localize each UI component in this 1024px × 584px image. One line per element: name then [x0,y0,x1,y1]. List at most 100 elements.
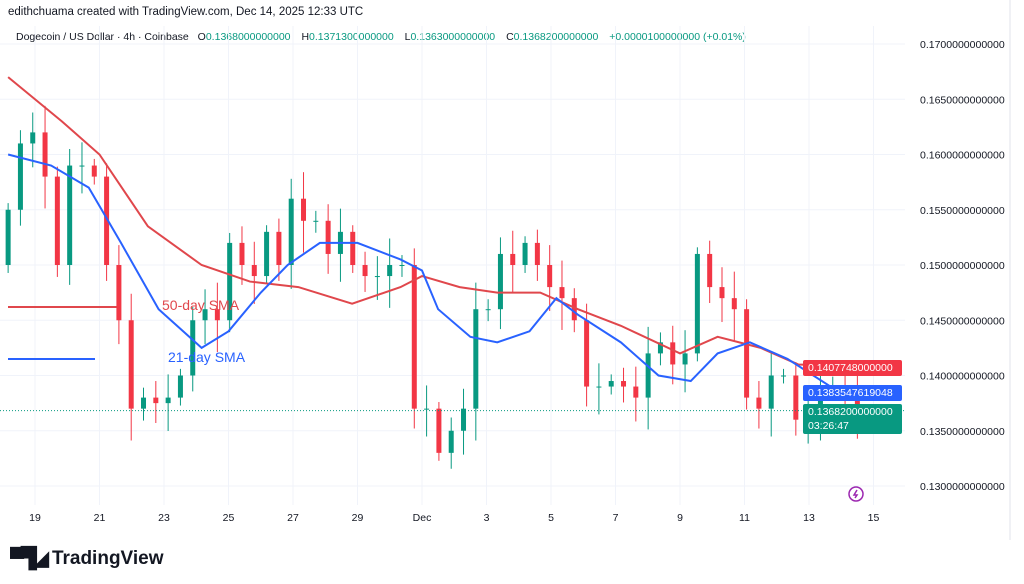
x-tick-label: 9 [677,512,683,524]
x-tick-label: 25 [223,512,235,524]
y-tick-label: 0.1300000000000 [920,481,1005,493]
candle [707,240,713,304]
close-label: C [506,31,514,43]
candle-body [30,132,36,144]
close-value: 0.1368200000000 [513,31,599,43]
candle-body [768,375,774,409]
candle-body [67,165,73,265]
y-tick-label: 0.1400000000000 [920,371,1005,383]
candle-body [621,381,627,387]
x-tick-label: 23 [158,512,170,524]
candle [17,130,23,226]
candle-body [153,397,159,404]
candle-body [707,253,713,288]
candle [116,245,122,345]
candle [682,330,688,393]
x-tick-label: 29 [352,512,364,524]
logo-text: TradingView [51,547,164,569]
candle-body [288,198,294,265]
y-tick-label: 0.1650000000000 [920,94,1005,106]
candle [768,352,774,437]
last-price-value: 0.1368200000000 [808,406,893,418]
candle-body [91,165,97,177]
candle-body [214,309,220,321]
candle-body [485,309,491,311]
sma21-price-tag: 0.1383547619048 [803,385,902,401]
x-tick-label: 13 [803,512,815,524]
high-value: 0.1371300000000 [309,31,394,43]
candle [337,208,343,282]
tradingview-logo[interactable]: ▀▜◢ TradingView [10,546,164,571]
candle-body [239,242,245,265]
sma21-label: 21-day SMA [168,349,246,365]
candle [399,255,405,277]
high-label: H [301,31,310,43]
candle [313,210,319,233]
candle [694,247,700,362]
candle [497,237,503,330]
candle-body [54,176,60,265]
candle-body [128,320,134,409]
candle [325,204,331,274]
open-value: 0.1368000000000 [205,31,291,43]
candle [781,368,787,384]
candle [153,381,159,424]
x-tick-label: 21 [94,512,106,524]
candle [362,251,368,292]
low-value: 0.1363000000000 [410,31,496,43]
price-chart[interactable]: 0.1700000000000 0.1650000000000 0.16000000… [0,0,1024,540]
candle [91,158,97,185]
candle-body [559,287,565,299]
x-tick-label: 27 [287,512,299,524]
candle-body [547,265,553,288]
candle [177,368,183,406]
candle [190,306,196,392]
candle-body [596,386,602,388]
y-tick-label: 0.1350000000000 [920,426,1005,438]
candle [744,299,750,410]
candle [534,229,540,281]
candle [461,388,467,455]
candle-body [608,381,614,387]
ohlc-legend: Dogecoin / US Dollar · 4h · Coinbase O0.… [16,31,754,43]
low-label: L [404,31,411,43]
candle [202,289,208,345]
candle-body [202,309,208,321]
x-tick-label: 5 [548,512,554,524]
candle [670,325,676,385]
candle [547,245,553,311]
candle-body [793,375,799,420]
candle [485,299,491,322]
candle [251,241,257,304]
candle [264,225,270,285]
x-tick-label: 3 [484,512,490,524]
change-value: +0.0000100000000 (+0.01%) [609,31,746,43]
y-tick-label: 0.1500000000000 [920,260,1005,272]
candle [411,248,417,429]
candle-body [362,265,368,277]
candle [633,366,639,422]
candle-body [17,143,23,210]
candle [756,381,762,429]
candle [301,172,307,253]
alert-icon[interactable] [848,486,864,502]
candle-body [510,253,516,265]
candle [387,238,393,308]
candle [67,148,73,285]
open-label: O [197,31,206,43]
candle-body [350,231,356,265]
candle-body [251,265,257,277]
candle-body [227,242,233,321]
candle [30,112,36,168]
candle-body [522,242,528,265]
candle-body [325,220,331,254]
candle [165,374,171,431]
candle-body [781,375,787,377]
symbol-title[interactable]: Dogecoin / US Dollar · 4h · Coinbase [16,31,189,43]
candle [104,163,110,281]
candle-body [436,408,442,453]
candle-body [190,320,196,376]
candle [473,282,479,441]
candle-body [264,231,270,277]
candle [79,142,85,194]
